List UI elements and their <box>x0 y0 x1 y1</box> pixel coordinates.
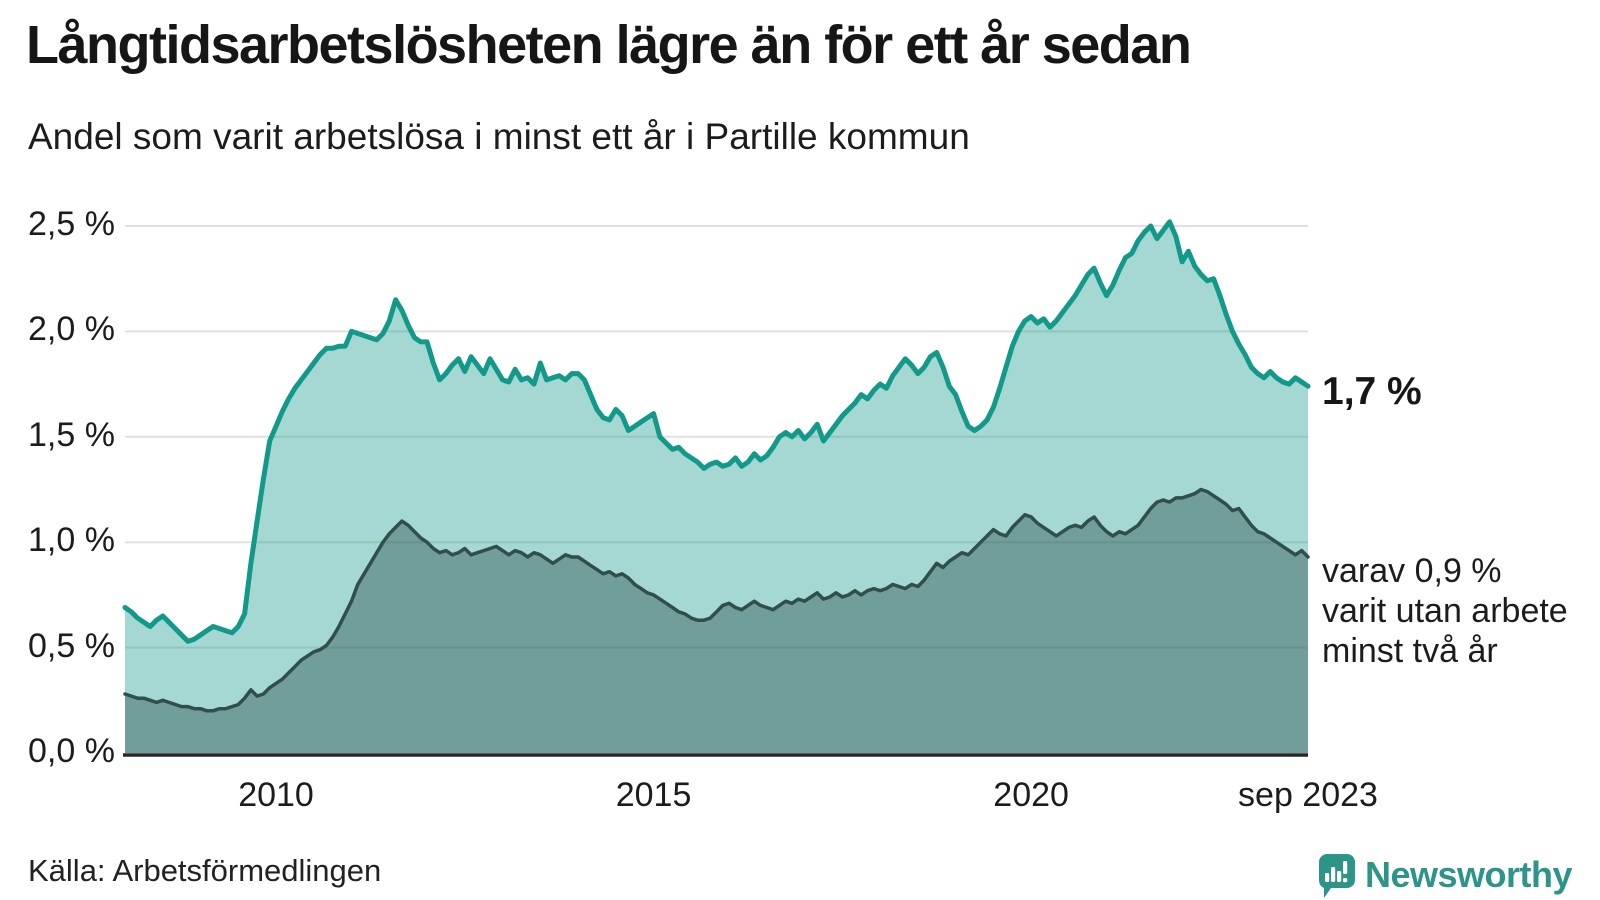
chart-subtitle: Andel som varit arbetslösa i minst ett å… <box>28 116 970 157</box>
y-tick-label: 2,5 % <box>28 205 115 243</box>
area-two-years <box>125 489 1308 753</box>
secondary-series-annotation: varav 0,9 % varit utan arbete minst två … <box>1322 552 1568 670</box>
x-tick-label: 2015 <box>615 776 692 814</box>
y-tick-label: 1,5 % <box>28 415 115 454</box>
x-tick-label: sep 2023 <box>1238 776 1378 814</box>
chart-series <box>122 219 1311 754</box>
chart-title: Långtidsarbetslösheten lägre än för ett … <box>26 15 1192 75</box>
brand-name: Newsworthy <box>1364 854 1573 895</box>
brand-logo: Newsworthy <box>1318 848 1573 900</box>
line-one-year <box>122 219 1311 644</box>
latest-value-annotation: 1,7 % <box>1322 370 1422 413</box>
y-tick-label: 0,5 % <box>28 626 115 665</box>
x-tick-label: 2010 <box>238 776 314 814</box>
newsworthy-bubble-chart-icon <box>1318 854 1355 898</box>
x-tick-label: 2020 <box>993 776 1069 814</box>
source-credit: Källa: Arbetsförmedlingen <box>28 853 382 888</box>
y-tick-label: 2,0 % <box>28 310 115 349</box>
line-two-years <box>123 487 1310 713</box>
y-tick-label: 0,0 % <box>28 732 115 770</box>
gridlines <box>125 225 1308 649</box>
y-tick-label: 1,0 % <box>28 521 115 560</box>
